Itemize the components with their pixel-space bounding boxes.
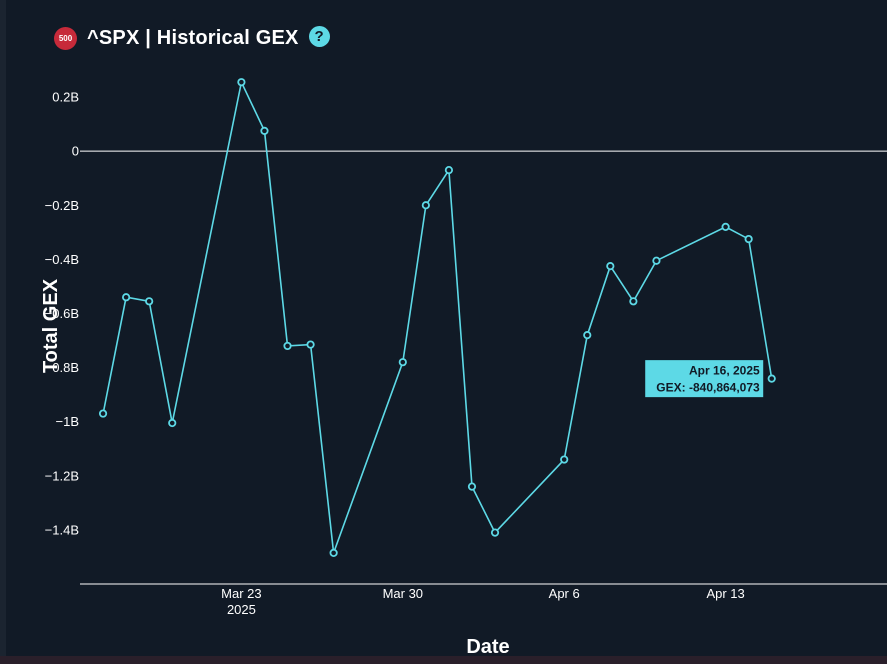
data-point[interactable]: [629, 297, 638, 306]
x-tick-label: Apr 6: [549, 586, 580, 601]
tooltip-box: [644, 359, 765, 399]
tooltip-date: Apr 16, 2025: [689, 364, 760, 378]
data-point[interactable]: [306, 340, 315, 349]
data-point[interactable]: [283, 341, 292, 351]
data-point[interactable]: [652, 256, 661, 265]
y-tick-label: −1.2B: [45, 468, 79, 483]
data-point[interactable]: [560, 455, 569, 464]
x-axis-title: Date: [466, 636, 509, 658]
y-tick-label: −1B: [56, 414, 80, 429]
data-point[interactable]: [168, 418, 177, 428]
y-axis-title: Total GEX: [40, 278, 62, 373]
data-point[interactable]: [744, 234, 753, 244]
chart-header: 500 ^SPX | Historical GEX ?: [54, 24, 330, 52]
chart-title: ^SPX | Historical GEX: [87, 26, 299, 49]
spx-500-badge-icon: 500: [54, 26, 77, 50]
window-bottom-edge: [0, 656, 887, 664]
help-icon[interactable]: ?: [308, 25, 330, 47]
data-point[interactable]: [237, 78, 246, 87]
y-axis-ticks: 0.2B 0 −0.2B −0.4B −0.6B −0.8B −1B −1.2B −1.4B: [45, 90, 79, 538]
x-tick-year-label: 2025: [227, 602, 256, 617]
data-point[interactable]: [606, 262, 615, 271]
data-point[interactable]: [421, 201, 430, 210]
y-tick-label: 0.2B: [52, 90, 79, 105]
tooltip-value: GEX: -840,864,073: [656, 381, 760, 395]
data-point[interactable]: [122, 293, 131, 302]
data-point[interactable]: [467, 482, 477, 491]
y-tick-label: −0.6B: [45, 306, 79, 321]
data-point[interactable]: [260, 126, 269, 135]
data-point[interactable]: [721, 222, 730, 232]
data-point[interactable]: [490, 528, 500, 537]
y-tick-label: −0.8B: [45, 360, 79, 375]
gex-series-points: [98, 78, 776, 557]
y-tick-label: 0: [72, 144, 79, 159]
data-point[interactable]: [583, 331, 592, 340]
y-tick-label: −1.4B: [45, 522, 79, 537]
window-left-edge: [0, 0, 6, 664]
data-point[interactable]: [398, 358, 407, 367]
data-point[interactable]: [329, 548, 338, 557]
data-point[interactable]: [98, 409, 108, 418]
data-point[interactable]: [444, 165, 454, 175]
data-point[interactable]: [767, 374, 776, 383]
y-tick-label: −0.2B: [45, 198, 79, 213]
gex-series-line: [102, 79, 773, 554]
data-point[interactable]: [145, 297, 154, 306]
x-tick-label: Mar 23: [221, 586, 261, 601]
hover-tooltip: Apr 16, 2025 GEX: -840,864,073: [644, 359, 765, 399]
x-tick-label: Mar 30: [383, 586, 423, 601]
y-tick-label: −0.4B: [45, 252, 79, 267]
x-tick-label: Apr 13: [706, 586, 744, 601]
